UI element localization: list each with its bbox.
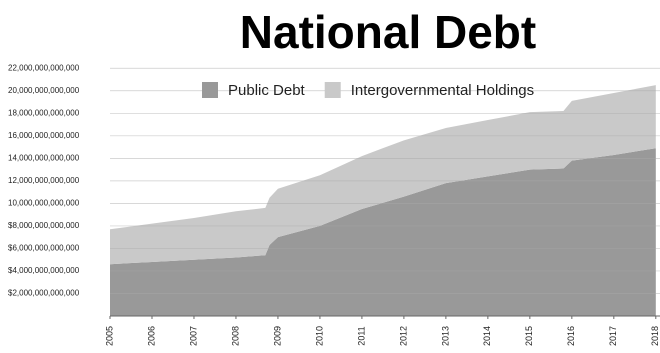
y-tick-label: $4,000,000,000,000 — [8, 266, 80, 275]
x-tick-label: 2014 — [482, 326, 492, 346]
y-tick-label: 18,000,000,000,000 — [8, 108, 80, 117]
x-tick-label: 2016 — [566, 326, 576, 346]
legend-swatch — [324, 82, 341, 98]
x-tick-label: 2009 — [272, 326, 282, 346]
y-tick-label: 20,000,000,000,000 — [8, 86, 80, 95]
chart-title: National Debt — [240, 6, 536, 58]
x-tick-label: 2010 — [314, 326, 324, 346]
y-tick-label: 12,000,000,000,000 — [8, 176, 80, 185]
area — [110, 85, 656, 265]
y-tick-label: $2,000,000,000,000 — [8, 289, 80, 298]
x-tick-label: 2006 — [146, 326, 156, 346]
x-tick-label: 2007 — [188, 326, 198, 346]
legend-label: Public Debt — [228, 82, 306, 99]
x-tick-label: 2013 — [440, 326, 450, 346]
legend-label: Intergovernmental Holdings — [351, 82, 534, 99]
x-tick-label: 2015 — [524, 326, 534, 346]
x-tick-label: 2018 — [650, 326, 660, 346]
x-tick-label: 2011 — [356, 326, 366, 345]
x-tick-label: 2012 — [398, 326, 408, 346]
x-tick-label: 2017 — [608, 326, 618, 346]
area — [110, 148, 656, 316]
y-tick-label: 14,000,000,000,000 — [8, 153, 80, 162]
y-tick-label: 10,000,000,000,000 — [8, 199, 80, 208]
y-tick-label: 22,000,000,000,000 — [8, 63, 80, 72]
x-tick-label: 2005 — [104, 326, 114, 346]
legend-swatch — [202, 82, 218, 98]
y-tick-label: 16,000,000,000,000 — [8, 131, 80, 140]
x-tick-label: 2008 — [230, 326, 240, 346]
y-tick-label: $8,000,000,000,000 — [8, 221, 80, 230]
y-tick-label: $6,000,000,000,000 — [8, 244, 80, 253]
